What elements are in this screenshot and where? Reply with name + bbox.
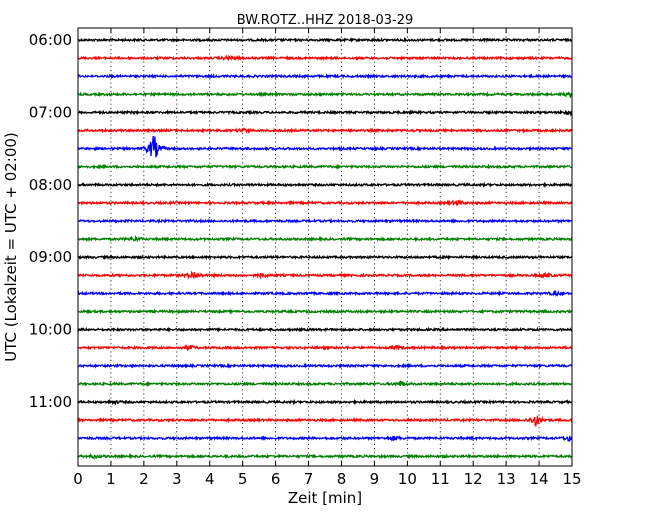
x-tick-label: 13 xyxy=(497,470,516,488)
x-tick-label: 4 xyxy=(205,470,215,488)
x-tick-label: 8 xyxy=(337,470,347,488)
x-axis: 0 1 2 3 4 5 6 7 8 9 10 11 12 13 14 15 xyxy=(73,28,582,488)
y-tick-label: 11:00 xyxy=(29,393,72,411)
trace-line xyxy=(77,136,573,158)
x-tick-label: 12 xyxy=(464,470,483,488)
trace-line xyxy=(77,163,573,170)
x-tick-label: 7 xyxy=(304,470,314,488)
trace-line xyxy=(77,289,573,297)
x-tick-label: 11 xyxy=(431,470,450,488)
x-tick-label: 10 xyxy=(398,470,417,488)
y-axis-label: UTC (Lokalzeit = UTC + 02:00) xyxy=(2,132,20,362)
x-tick-label: 0 xyxy=(73,470,83,488)
x-tick-label: 3 xyxy=(172,470,182,488)
y-tick-label: 07:00 xyxy=(29,103,72,121)
x-tick-label: 15 xyxy=(562,470,581,488)
trace-line xyxy=(77,91,573,98)
trace-line xyxy=(77,109,573,117)
trace-line xyxy=(77,254,573,261)
x-tick-label: 6 xyxy=(271,470,281,488)
trace-line xyxy=(77,234,573,243)
x-tick-label: 2 xyxy=(139,470,149,488)
trace-line xyxy=(77,199,573,207)
trace-line xyxy=(77,362,573,369)
y-tick-label: 06:00 xyxy=(29,31,72,49)
trace-line xyxy=(77,453,573,461)
x-axis-label: Zeit [min] xyxy=(288,489,362,507)
trace-line xyxy=(77,54,573,62)
trace-line xyxy=(77,73,573,80)
grid-lines xyxy=(110,28,540,466)
trace-line xyxy=(77,398,573,406)
trace-line xyxy=(77,127,573,135)
y-axis: 06:00 07:00 08:00 09:00 10:00 11:00 xyxy=(29,31,572,411)
plot-frame xyxy=(77,27,573,467)
x-tick-label: 5 xyxy=(238,470,248,488)
x-tick-label: 9 xyxy=(370,470,380,488)
y-tick-label: 10:00 xyxy=(29,321,72,339)
trace-line xyxy=(77,270,573,280)
trace-line xyxy=(77,380,573,388)
x-tick-label: 1 xyxy=(106,470,116,488)
y-tick-label: 08:00 xyxy=(29,176,72,194)
y-tick-label: 09:00 xyxy=(29,248,72,266)
trace-line xyxy=(77,308,573,315)
trace-line xyxy=(77,415,573,428)
trace-line xyxy=(77,36,573,44)
trace-line xyxy=(77,343,573,352)
chart-title: BW.ROTZ..HHZ 2018-03-29 xyxy=(237,13,413,28)
trace-line xyxy=(77,326,573,333)
trace-line xyxy=(77,181,573,188)
x-tick-label: 14 xyxy=(530,470,549,488)
trace-line xyxy=(77,434,573,443)
trace-line xyxy=(77,217,573,225)
traces xyxy=(77,36,573,461)
